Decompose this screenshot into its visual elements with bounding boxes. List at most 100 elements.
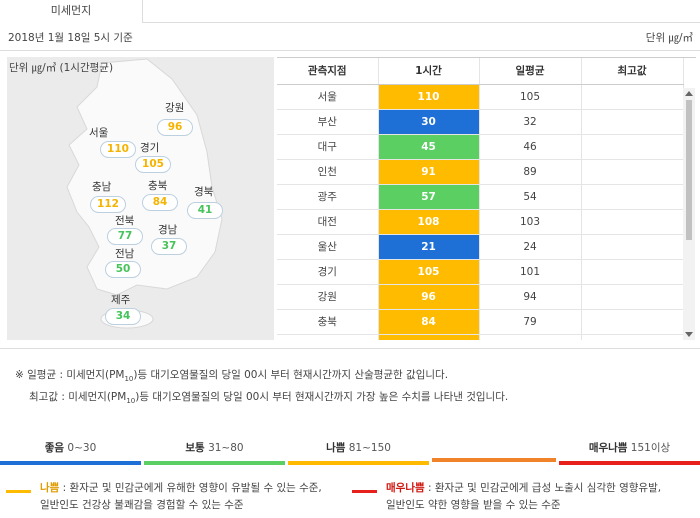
station-table-container[interactable]: 관측지점 1시간 일평균 최고값 서울 110 105 부산 30 32 대구 45 46 인천 9… xyxy=(277,57,696,340)
cell-hour-value: 30 xyxy=(378,109,480,135)
region-value[interactable]: 77 xyxy=(107,228,143,245)
region-value[interactable]: 37 xyxy=(151,238,187,255)
legend-very-bad: 매우나쁨 151이상 xyxy=(559,440,700,465)
bad-color-swatch xyxy=(6,490,31,493)
region-value[interactable]: 50 xyxy=(105,261,141,278)
legend-bad-orange xyxy=(432,440,556,462)
legend-bad: 나쁨 81~150 xyxy=(288,440,429,465)
cell-daily-average: 89 xyxy=(479,159,582,185)
table-row[interactable]: 대구 45 46 xyxy=(277,134,684,160)
station-table: 관측지점 1시간 일평균 최고값 서울 110 105 부산 30 32 대구 45 46 인천 9… xyxy=(277,58,684,340)
cell-max-value xyxy=(581,184,684,210)
region-name: 경남 xyxy=(158,224,178,236)
cell-site: 서울 xyxy=(277,84,379,110)
region-name: 강원 xyxy=(165,102,185,114)
cell-site: 경기 xyxy=(277,259,379,285)
cell-max-value xyxy=(581,309,684,335)
cell-daily-average xyxy=(479,334,582,340)
region-value[interactable]: 41 xyxy=(187,202,223,219)
cell-max-value xyxy=(581,209,684,235)
region-value[interactable]: 96 xyxy=(157,119,193,136)
cell-hour-value: 45 xyxy=(378,134,480,160)
scroll-thumb[interactable] xyxy=(686,100,692,240)
legend-normal: 보통 31~80 xyxy=(144,440,285,465)
region-value[interactable]: 112 xyxy=(90,196,126,213)
cell-daily-average: 79 xyxy=(479,309,582,335)
col-header-hour: 1시간 xyxy=(378,58,480,85)
cell-daily-average: 103 xyxy=(479,209,582,235)
cell-site: 대전 xyxy=(277,209,379,235)
cell-hour-value: 57 xyxy=(378,184,480,210)
cell-max-value xyxy=(581,259,684,285)
table-row[interactable]: 인천 91 89 xyxy=(277,159,684,185)
cell-hour-value xyxy=(378,334,480,340)
cell-daily-average: 101 xyxy=(479,259,582,285)
cell-daily-average: 46 xyxy=(479,134,582,160)
region-value[interactable]: 110 xyxy=(100,141,136,158)
cell-max-value xyxy=(581,84,684,110)
table-row[interactable]: 경기 105 101 xyxy=(277,259,684,285)
region-name: 전남 xyxy=(115,248,135,260)
scroll-down-icon[interactable] xyxy=(685,332,693,337)
notes-section: ※ 일평균 : 미세먼지(PM10)등 대기오염물질의 당일 00시 부터 현재… xyxy=(0,348,700,418)
table-row[interactable]: 광주 57 54 xyxy=(277,184,684,210)
cell-hour-value: 84 xyxy=(378,309,480,335)
table-row[interactable]: 대전 108 103 xyxy=(277,209,684,235)
note-max-value: 최고값 : 미세먼지(PM10)등 대기오염물질의 당일 00시 부터 현재시간… xyxy=(29,391,509,406)
cell-hour-value: 105 xyxy=(378,259,480,285)
cell-daily-average: 105 xyxy=(479,84,582,110)
tab-fine-dust[interactable]: 미세먼지 xyxy=(0,0,143,23)
table-header-row: 관측지점 1시간 일평균 최고값 xyxy=(277,58,684,85)
region-name: 충남 xyxy=(92,181,112,193)
col-header-site: 관측지점 xyxy=(277,58,379,85)
korea-map-shape xyxy=(66,58,223,329)
table-row[interactable]: 충북 84 79 xyxy=(277,309,684,335)
cell-site: 울산 xyxy=(277,234,379,260)
map-unit-label: 단위 ㎍/㎥ (1시간평균) xyxy=(9,62,114,74)
info-header: 2018년 1월 18일 5시 기준 단위 ㎍/㎥ xyxy=(0,23,700,51)
table-scrollbar[interactable] xyxy=(683,88,695,340)
korea-map: 단위 ㎍/㎥ (1시간평균) 강원 96 서울 110 경기 105 충남 11… xyxy=(7,57,274,340)
legend-good: 좋음 0~30 xyxy=(0,440,141,465)
very-bad-color-swatch xyxy=(352,490,377,493)
table-row[interactable] xyxy=(277,334,684,340)
cell-daily-average: 24 xyxy=(479,234,582,260)
scroll-up-icon[interactable] xyxy=(685,91,693,96)
cell-max-value xyxy=(581,134,684,160)
note-daily-average: ※ 일평균 : 미세먼지(PM10)등 대기오염물질의 당일 00시 부터 현재… xyxy=(15,369,449,384)
cell-site: 부산 xyxy=(277,109,379,135)
region-name: 전북 xyxy=(115,215,135,227)
cell-site: 대구 xyxy=(277,134,379,160)
cell-max-value xyxy=(581,234,684,260)
table-row[interactable]: 부산 30 32 xyxy=(277,109,684,135)
cell-site xyxy=(277,334,379,340)
region-name: 경기 xyxy=(140,142,160,154)
cell-hour-value: 108 xyxy=(378,209,480,235)
cell-daily-average: 54 xyxy=(479,184,582,210)
cell-max-value xyxy=(581,109,684,135)
unit-label: 단위 ㎍/㎥ xyxy=(645,32,693,44)
table-row[interactable]: 서울 110 105 xyxy=(277,84,684,110)
timestamp: 2018년 1월 18일 5시 기준 xyxy=(8,32,133,44)
region-name: 충북 xyxy=(148,180,168,192)
col-header-max: 최고값 xyxy=(581,58,684,85)
region-name: 서울 xyxy=(89,127,109,139)
region-name: 경북 xyxy=(194,186,214,198)
cell-hour-value: 110 xyxy=(378,84,480,110)
tab-bar: 미세먼지 xyxy=(0,0,700,23)
table-row[interactable]: 강원 96 94 xyxy=(277,284,684,310)
cell-daily-average: 32 xyxy=(479,109,582,135)
cell-site: 광주 xyxy=(277,184,379,210)
region-value[interactable]: 34 xyxy=(105,308,141,325)
table-row[interactable]: 울산 21 24 xyxy=(277,234,684,260)
cell-max-value xyxy=(581,159,684,185)
region-value[interactable]: 84 xyxy=(142,194,178,211)
col-header-avg: 일평균 xyxy=(479,58,582,85)
cell-hour-value: 96 xyxy=(378,284,480,310)
cell-hour-value: 91 xyxy=(378,159,480,185)
region-value[interactable]: 105 xyxy=(135,156,171,173)
cell-site: 충북 xyxy=(277,309,379,335)
cell-site: 강원 xyxy=(277,284,379,310)
cell-site: 인천 xyxy=(277,159,379,185)
cell-max-value xyxy=(581,334,684,340)
